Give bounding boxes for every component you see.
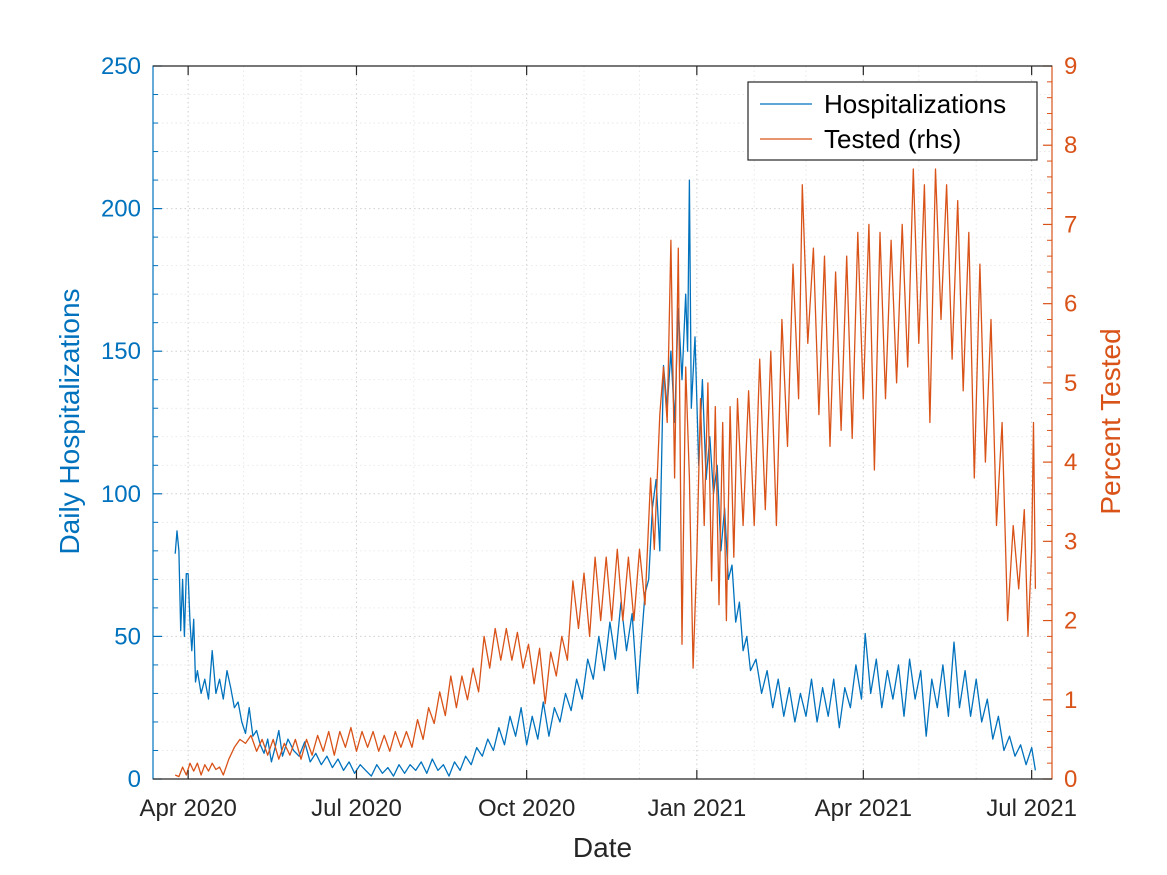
left-axis-tick-label: 150 [101, 338, 141, 365]
x-axis-tick-label: Apr 2020 [139, 795, 236, 822]
series-line-tested [174, 168, 1037, 778]
right-axis-tick-label: 9 [1064, 53, 1077, 80]
grid [153, 65, 1052, 780]
left-axis-tick-label: 50 [114, 623, 141, 650]
legend-box [747, 81, 1038, 161]
series-line-hospitalizations [174, 179, 1037, 777]
right-axis-tick-label: 4 [1064, 449, 1077, 476]
left-axis-tick-label: 200 [101, 196, 141, 223]
right-axis-tick-label: 3 [1064, 528, 1077, 555]
right-y-axis-label: Percent Tested [1095, 328, 1126, 514]
right-axis-tick-label: 8 [1064, 132, 1077, 159]
x-axis-tick-label: Jul 2021 [986, 795, 1077, 822]
left-axis-tick-label: 100 [101, 481, 141, 508]
right-axis-tick-label: 2 [1064, 608, 1077, 635]
right-axis-tick-label: 1 [1064, 687, 1077, 714]
right-axis-tick-label: 7 [1064, 211, 1077, 238]
plot-frame [152, 65, 1053, 780]
right-axis-tick-label: 0 [1064, 766, 1077, 793]
left-axis-tick-label: 0 [128, 766, 141, 793]
right-axis-tick-label: 5 [1064, 370, 1077, 397]
right-axis-tick-label: 6 [1064, 291, 1077, 318]
x-axis-tick-label: Apr 2021 [815, 795, 912, 822]
legend-entry-hospitalizations: Hospitalizations [824, 89, 1006, 119]
x-axis-tick-label: Jan 2021 [647, 795, 746, 822]
legend-entry-tested: Tested (rhs) [824, 124, 961, 154]
x-axis: Apr 2020 Jul 2020 Oct 2020 Jan 2021 Apr 2021… [139, 65, 1077, 822]
x-axis-tick-label: Jul 2020 [311, 795, 402, 822]
legend: Hospitalizations Tested (rhs) [747, 81, 1038, 161]
right-y-axis: 0 1 2 3 4 5 6 7 8 9 [1043, 53, 1077, 793]
left-y-axis-label: Daily Hospitalizations [54, 288, 85, 554]
plot-series [174, 168, 1037, 778]
left-y-axis: 0 50 100 150 200 250 [101, 53, 162, 793]
left-axis-tick-label: 250 [101, 53, 141, 80]
x-axis-label: Date [573, 832, 632, 863]
x-axis-tick-label: Oct 2020 [478, 795, 575, 822]
